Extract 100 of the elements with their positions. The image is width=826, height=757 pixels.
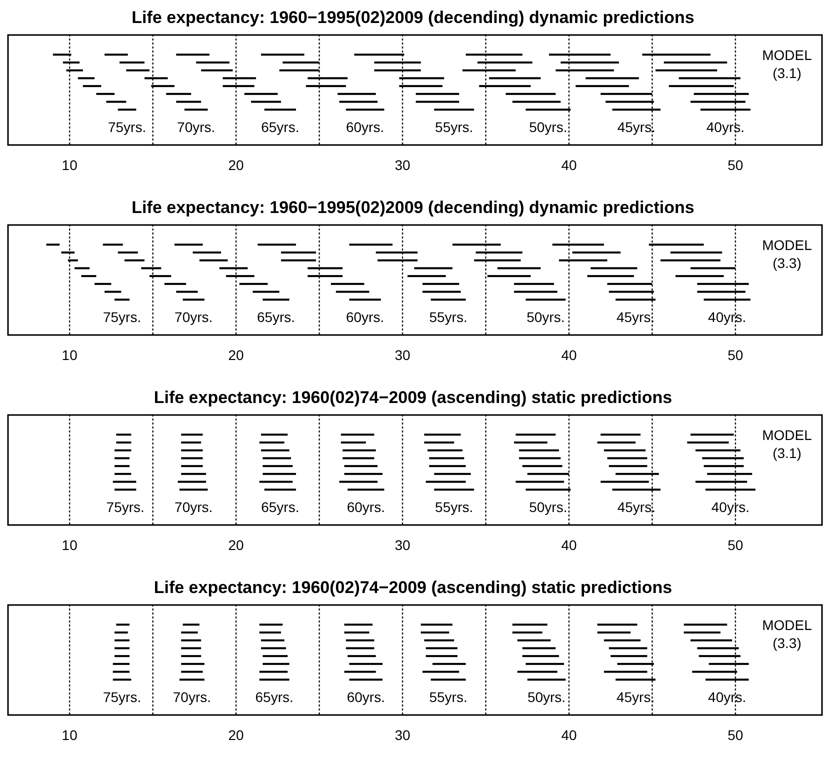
bar (182, 624, 200, 626)
bar (608, 647, 648, 650)
bar (420, 624, 452, 626)
bar (199, 259, 228, 262)
annotation: 60yrs. (346, 309, 384, 325)
bar (94, 282, 112, 285)
x-tick-label: 10 (62, 537, 78, 553)
bar (181, 442, 202, 444)
bar (690, 639, 732, 642)
bar (519, 457, 561, 460)
bar (517, 639, 551, 642)
bar (164, 282, 186, 285)
bar (124, 259, 144, 262)
bar (81, 275, 96, 278)
x-tick-label: 50 (728, 537, 744, 553)
annotation: 60yrs. (346, 119, 384, 135)
bar (262, 472, 296, 475)
bar (597, 442, 636, 444)
bar (78, 77, 95, 80)
bar (416, 100, 460, 103)
bar (519, 449, 559, 452)
bar (264, 108, 296, 111)
bar (676, 275, 724, 278)
bar (261, 449, 290, 452)
bar (114, 639, 130, 642)
bar (114, 647, 130, 650)
bar (434, 488, 474, 491)
bar (179, 678, 204, 681)
bar (434, 472, 471, 475)
x-tick-label: 50 (728, 727, 744, 743)
bar (259, 670, 288, 673)
annotation: 50yrs. (526, 309, 565, 325)
bar (512, 632, 542, 634)
bar (181, 465, 203, 468)
x-tick-label: 40 (561, 727, 577, 743)
bar (104, 290, 122, 293)
bar (572, 252, 621, 254)
bar (514, 282, 554, 285)
bar (590, 267, 638, 270)
bar (340, 442, 366, 444)
bar (262, 655, 288, 658)
x-tick-label: 50 (728, 157, 744, 173)
bar (416, 92, 460, 95)
x-tick-label: 30 (394, 347, 411, 363)
bar (181, 655, 202, 658)
bar (176, 100, 202, 103)
annotation: 45yrs. (617, 499, 656, 515)
bar (259, 632, 281, 634)
x-tick-label: 20 (228, 157, 244, 173)
bar (336, 290, 370, 293)
bar (181, 647, 202, 650)
bar (339, 480, 378, 483)
bar (112, 480, 136, 483)
bar (252, 290, 280, 293)
bar (116, 434, 132, 436)
bar (422, 282, 460, 285)
bar (434, 108, 474, 111)
annotation: 50yrs. (527, 689, 566, 705)
bar (660, 259, 720, 262)
annotation: 55yrs. (429, 689, 468, 705)
bar (424, 442, 454, 444)
bar (514, 442, 548, 444)
bar (104, 54, 128, 56)
bar (106, 100, 126, 103)
bar (114, 488, 136, 491)
x-tick-label: 40 (561, 347, 577, 363)
annotation: 45yrs. (616, 309, 655, 325)
bar (184, 108, 208, 111)
bar (426, 480, 466, 483)
bar (281, 259, 316, 262)
annotation: MODEL (3.1) (762, 47, 812, 81)
bar (429, 465, 466, 468)
chart-title: Life expectancy: 1960(02)74−2009 (ascending) static predictions (154, 388, 672, 407)
bar (346, 639, 374, 642)
bar (586, 77, 639, 80)
bar (426, 655, 458, 658)
annotation: 70yrs. (177, 119, 216, 135)
annotation: 65yrs. (256, 309, 296, 325)
bar (181, 449, 203, 452)
bar (344, 472, 383, 475)
annotation: 45yrs. (616, 689, 655, 705)
bar (427, 449, 462, 452)
bar (281, 252, 316, 254)
bar (424, 434, 461, 436)
x-tick-label: 50 (728, 347, 744, 363)
bar (430, 678, 466, 681)
bar (338, 92, 376, 95)
annotation: MODEL (3.1) (762, 427, 812, 461)
bar (74, 267, 90, 270)
bar (258, 244, 296, 246)
bar (687, 442, 729, 444)
bar (114, 465, 130, 468)
bar (429, 457, 464, 460)
x-tick-label: 40 (561, 157, 577, 173)
chart-title: Life expectancy: 1960−1995(02)2009 (decending) dynamic predictions (132, 8, 694, 27)
bar (344, 465, 378, 468)
bar (264, 488, 296, 491)
bar (239, 282, 268, 285)
bar (522, 655, 559, 658)
bar (261, 434, 288, 436)
